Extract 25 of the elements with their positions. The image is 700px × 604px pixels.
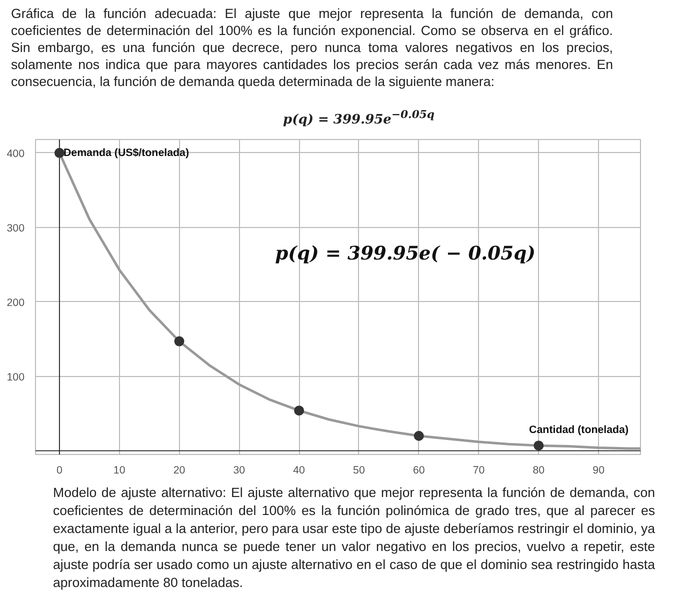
text: Modelo de ajuste alternativo: El ajuste alternativo que mejor representa la función de demanda, con coeficientes de determinación del 100% es la función polinómica de grado tres, que al parecer es exactamente igual a la anterior, pero para usar este tipo de ajuste deberíamos restringir el dominio, ya que, en la demanda nunca se puede tener un valor negativo en los precios, vuelvo a repetir, este ajuste podría ser usado como un ajuste alternativo en el caso de que el dominio sea restringido hasta aproximadamente 80 toneladas. bbox=[53, 484, 655, 592]
x-tick-label: 90 bbox=[592, 464, 605, 476]
x-tick-label: 60 bbox=[412, 464, 425, 476]
x-tick-label: 40 bbox=[293, 464, 306, 476]
point bbox=[294, 406, 304, 416]
x-tick-label: 30 bbox=[233, 464, 246, 476]
y-tick-label: 100 bbox=[6, 371, 25, 384]
point bbox=[534, 440, 544, 451]
point bbox=[174, 336, 184, 346]
x-tick-label: 50 bbox=[353, 464, 365, 476]
point bbox=[54, 148, 64, 158]
x-tick-label: 0 bbox=[56, 464, 62, 476]
y-tick-label: 300 bbox=[6, 222, 25, 234]
x-tick-label: 80 bbox=[532, 464, 545, 476]
point bbox=[414, 430, 424, 441]
annotation: p(q) = 399.95e( − 0.05q) bbox=[275, 242, 536, 264]
x-tick-label: 10 bbox=[113, 464, 126, 476]
y-tick-label: 200 bbox=[6, 296, 25, 309]
chart-title: Gráfica de la función adecuada: El ajuste que mejor representa la función de demanda, con coeficientes de determinación del 100% es la función exponencial. Como se observa en el gráfico. Sin embargo, es una función que decrece, pero nunca toma valores negativos en los precios, solamente nos indica que para mayores cantidades los precios serán cada vez más menores. En consecuencia, la función de demanda queda determinada de la siguiente manera: bbox=[11, 5, 613, 90]
y-tick-label: 400 bbox=[6, 148, 25, 160]
y-axis-title: Demanda (US$/tonelada) bbox=[63, 146, 190, 159]
x-tick-label: 70 bbox=[472, 464, 485, 476]
x-axis-title: Cantidad (tonelada) bbox=[529, 424, 629, 436]
x-tick-label: 20 bbox=[173, 464, 186, 476]
chart-subtitle: p(q) = 399.95e$^{−0.05q}$ bbox=[283, 107, 434, 130]
